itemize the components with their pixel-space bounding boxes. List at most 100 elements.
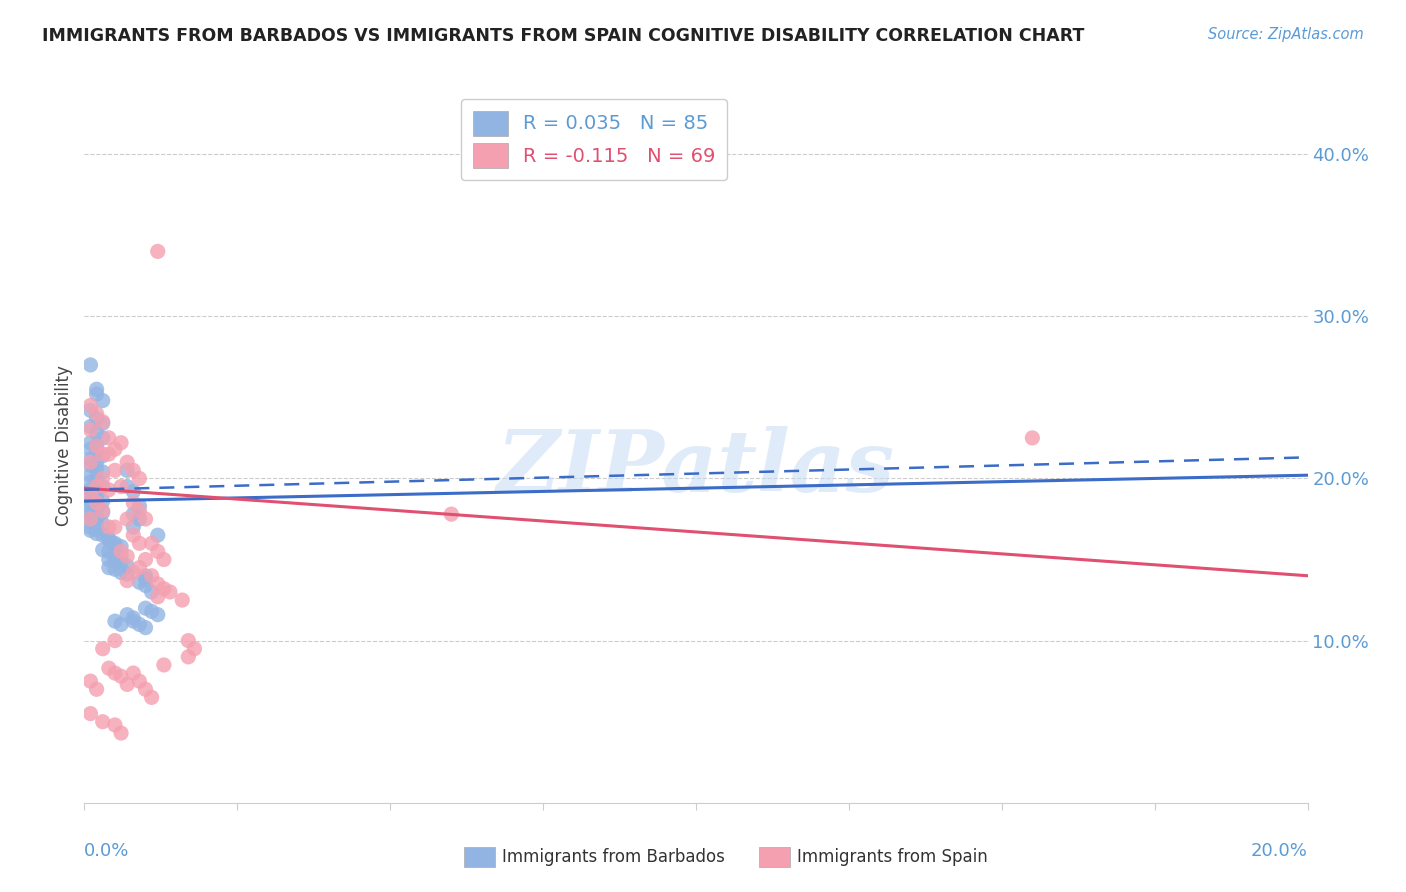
Point (97, 431, 120, 445)
Point (86, 497, 108, 511)
Point (128, 674, 150, 689)
Point (91, 714, 114, 729)
Point (79, 500, 101, 515)
Point (104, 718, 127, 732)
Point (91, 393, 114, 408)
Point (1021, 431, 1043, 445)
Point (86, 479, 108, 493)
Point (122, 496, 145, 510)
Point (97, 544, 120, 558)
Point (86, 476, 108, 491)
Point (135, 572, 157, 586)
Text: Immigrants from Barbados: Immigrants from Barbados (502, 848, 725, 866)
Point (110, 479, 132, 493)
Point (135, 552, 157, 566)
Point (104, 536, 127, 550)
Point (91, 506, 114, 520)
Point (122, 463, 145, 477)
Point (97, 560, 120, 574)
Point (104, 538, 127, 552)
Point (86, 491, 108, 505)
Point (79, 423, 101, 437)
Point (79, 507, 101, 521)
Point (86, 445, 108, 459)
Point (86, 486, 108, 500)
Point (128, 512, 150, 526)
Text: ZIPatlas: ZIPatlas (496, 425, 896, 509)
Point (135, 601, 157, 615)
Point (141, 690, 163, 705)
Point (79, 488, 101, 502)
Point (146, 607, 169, 622)
Point (146, 544, 169, 558)
Point (141, 604, 163, 618)
Point (110, 544, 132, 558)
Point (86, 387, 108, 401)
Point (79, 483, 101, 497)
Point (153, 582, 176, 596)
Point (115, 455, 138, 469)
Point (115, 607, 138, 622)
Point (110, 617, 132, 632)
Point (122, 566, 145, 580)
Point (86, 461, 108, 475)
Point (86, 411, 108, 425)
Point (110, 566, 132, 580)
Point (115, 574, 138, 588)
Point (146, 528, 169, 542)
Point (110, 549, 132, 564)
Point (183, 641, 205, 656)
Text: 0.0%: 0.0% (84, 842, 129, 860)
Point (128, 560, 150, 574)
Point (79, 403, 101, 417)
Point (97, 533, 120, 547)
Point (104, 554, 127, 568)
Point (135, 568, 157, 582)
Point (104, 463, 127, 477)
Point (91, 431, 114, 445)
Point (79, 512, 101, 526)
Point (104, 666, 127, 681)
Point (104, 442, 127, 457)
Point (86, 455, 108, 469)
Point (86, 439, 108, 453)
Point (86, 682, 108, 697)
Point (79, 468, 101, 483)
Point (141, 585, 163, 599)
Point (97, 532, 120, 546)
Point (128, 536, 150, 550)
Point (79, 419, 101, 434)
Point (91, 641, 114, 656)
Y-axis label: Cognitive Disability: Cognitive Disability (55, 366, 73, 526)
Text: IMMIGRANTS FROM BARBADOS VS IMMIGRANTS FROM SPAIN COGNITIVE DISABILITY CORRELATI: IMMIGRANTS FROM BARBADOS VS IMMIGRANTS F… (42, 27, 1084, 45)
Point (91, 494, 114, 508)
Point (91, 479, 114, 493)
Point (86, 439, 108, 453)
Point (115, 479, 138, 493)
Point (86, 496, 108, 510)
Point (91, 465, 114, 479)
Point (122, 507, 145, 521)
Point (153, 552, 176, 566)
Point (86, 502, 108, 516)
Point (146, 577, 169, 591)
Point (115, 567, 138, 582)
Point (86, 471, 108, 485)
Point (115, 677, 138, 691)
Text: 20.0%: 20.0% (1251, 842, 1308, 860)
Point (79, 674, 101, 689)
Point (86, 407, 108, 421)
Point (97, 661, 120, 675)
Point (135, 682, 157, 697)
Point (115, 512, 138, 526)
Point (79, 488, 101, 502)
Point (128, 617, 150, 632)
Point (104, 520, 127, 534)
Point (110, 540, 132, 554)
Point (86, 382, 108, 396)
Point (146, 590, 169, 604)
Point (122, 614, 145, 628)
Point (86, 425, 108, 440)
Point (91, 449, 114, 463)
Point (122, 484, 145, 499)
